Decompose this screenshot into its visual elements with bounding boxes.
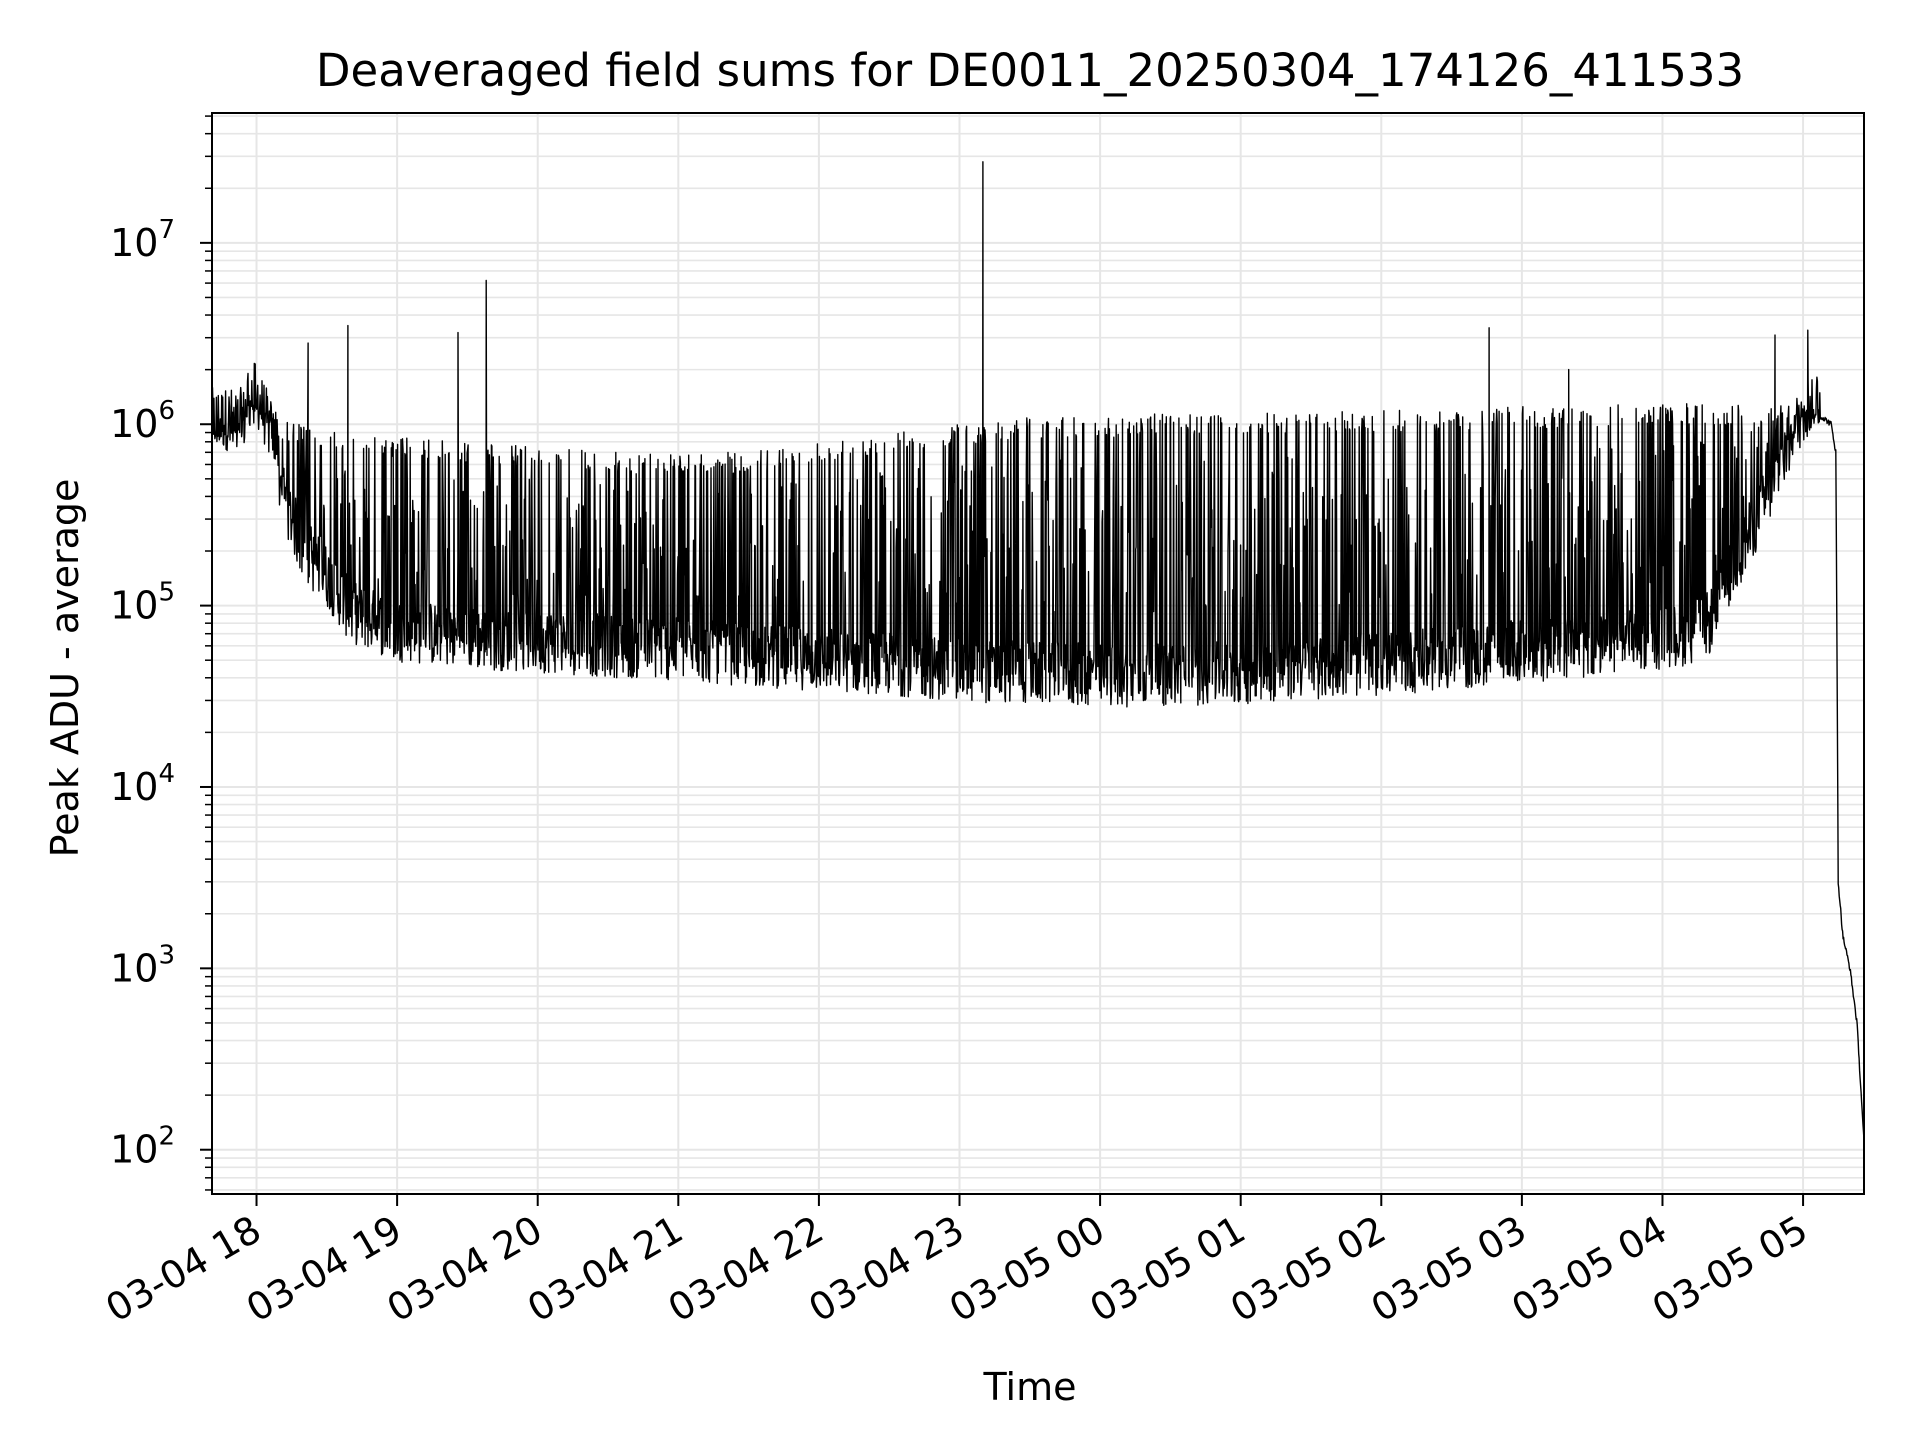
y-tick-label: 104 [110,759,175,809]
series-line [211,161,1865,1141]
y-tick-label: 103 [110,940,175,990]
series-path [211,161,1865,1141]
y-axis: 102 103 104 105 106 107 [110,115,212,1191]
y-tick-label: 102 [110,1122,175,1172]
x-axis-label: Time [983,1365,1077,1409]
y-axis-label: Peak ADU - average [43,479,87,858]
grid [212,113,1864,1194]
y-tick-label: 107 [110,215,175,265]
y-tick-label: 106 [110,396,175,446]
chart-title: Deaveraged field sums for DE0011_2025030… [316,44,1744,97]
y-tick-label: 105 [110,578,175,628]
plot-frame [211,112,1865,1195]
